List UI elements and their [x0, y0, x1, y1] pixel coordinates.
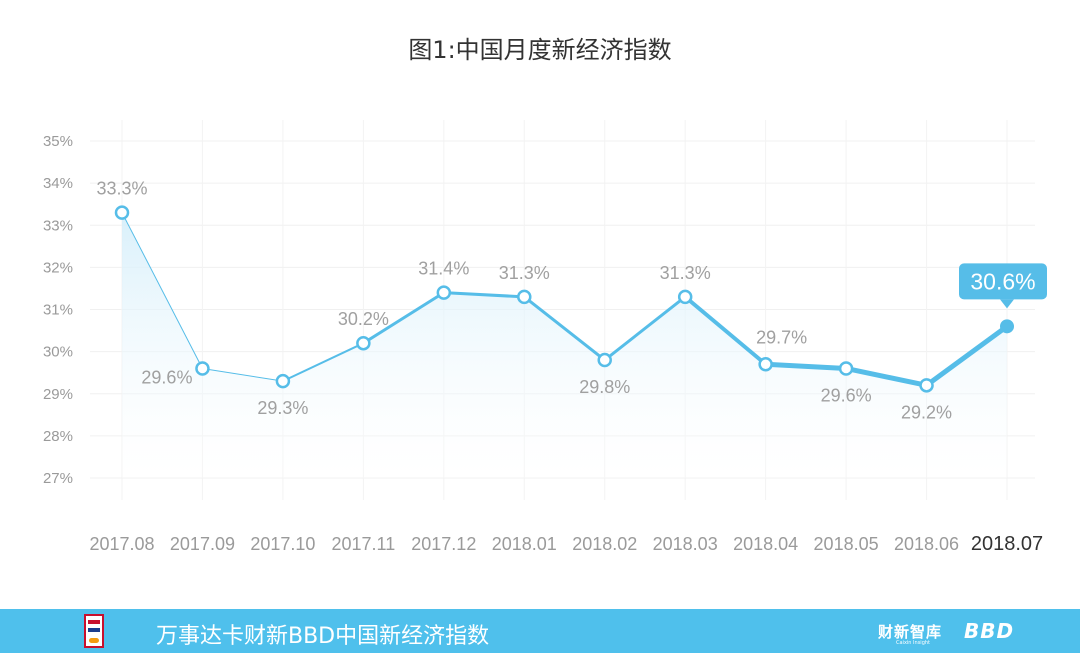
line-segment — [683, 294, 768, 367]
y-tick-label: 35% — [43, 133, 73, 150]
data-labels: 33.3% 29.6% 29.3% 30.2% 31.4% 31.3% 29.8% 31.3%… — [96, 179, 952, 423]
line-segment — [201, 367, 284, 382]
chart-title: 图1:中国月度新经济指数 — [408, 36, 672, 64]
data-point — [758, 357, 773, 372]
data-label: 31.3% — [499, 263, 550, 283]
line-segment — [924, 323, 1010, 388]
x-tick-label: 2018.02 — [572, 534, 637, 554]
x-tick-label: 2017.11 — [331, 534, 395, 554]
line-segment — [763, 361, 849, 371]
bbd-logo: BBD — [964, 619, 1015, 643]
y-tick-label: 28% — [43, 428, 73, 445]
callout-pointer — [1000, 299, 1014, 309]
data-point — [517, 289, 532, 305]
x-tick-label: 2018.03 — [653, 534, 718, 554]
mastercard-logo-icon — [84, 614, 104, 648]
line-segment — [843, 365, 930, 388]
y-tick-label: 33% — [43, 217, 73, 234]
series-line — [121, 212, 1010, 388]
data-point — [356, 335, 371, 351]
line-segment — [522, 295, 607, 362]
data-label: 33.3% — [96, 179, 147, 199]
data-point — [597, 352, 612, 368]
data-label: 29.7% — [756, 327, 807, 347]
data-point — [838, 361, 854, 376]
data-label: 31.3% — [660, 263, 711, 283]
footer-bar: 万事达卡财新BBD中国新经济指数 财新智库 Caixin Insight BBD — [0, 609, 1080, 653]
footer-title: 万事达卡财新BBD中国新经济指数 — [156, 624, 490, 649]
line-segment — [361, 291, 446, 345]
data-points — [114, 205, 1014, 393]
x-tick-label: 2017.09 — [170, 534, 235, 554]
callout-label: 30.6% — [970, 268, 1035, 294]
y-tick-label: 29% — [43, 386, 73, 403]
data-point — [677, 289, 693, 305]
line-segment — [603, 295, 687, 362]
x-tick-label: 2017.08 — [89, 534, 154, 554]
data-point — [195, 361, 210, 376]
highlight-callout: 30.6% — [959, 263, 1047, 309]
line-segment — [442, 291, 526, 299]
caixin-insight-subtitle: Caixin Insight — [896, 640, 930, 646]
data-label: 31.4% — [418, 259, 469, 279]
data-point — [919, 378, 934, 393]
x-tick-label: 2018.01 — [492, 534, 557, 554]
data-label: 29.3% — [257, 398, 308, 418]
caixin-insight-logo: 财新智库 — [878, 623, 943, 641]
x-tick-label: 2018.04 — [733, 534, 798, 554]
data-point-highlight — [1000, 319, 1014, 334]
callout-box — [959, 263, 1047, 300]
data-point — [275, 373, 291, 389]
data-label: 29.6% — [821, 385, 872, 405]
x-tick-label: 2017.10 — [250, 534, 315, 554]
data-point — [436, 285, 452, 300]
x-axis: 2017.08 2017.09 2017.10 2017.11 2017.12 2018.… — [89, 533, 1043, 555]
line-segment — [281, 342, 365, 383]
data-point — [114, 205, 130, 220]
x-tick-label: 2018.06 — [894, 534, 959, 554]
x-tick-label: 2018.05 — [814, 534, 879, 554]
x-tick-label: 2017.12 — [411, 534, 476, 554]
data-label: 29.2% — [901, 402, 952, 422]
data-label: 29.6% — [141, 367, 192, 387]
x-tick-label: 2018.07 — [971, 533, 1043, 555]
y-tick-label: 27% — [43, 470, 73, 487]
y-tick-label: 31% — [43, 302, 73, 319]
area-fill — [122, 212, 1007, 479]
line-segment — [121, 212, 203, 369]
y-tick-label: 30% — [43, 344, 73, 361]
y-axis: 27% 28% 29% 30% 31% 32% 33% 34% 35% — [43, 133, 73, 487]
y-tick-label: 34% — [43, 175, 73, 192]
line-chart: 27%28%29%30%31%32%33%34%35% 2017.08 2017.… — [43, 120, 1047, 555]
y-tick-label: 32% — [43, 259, 73, 276]
data-label: 29.8% — [579, 377, 630, 397]
data-label: 30.2% — [338, 309, 389, 329]
